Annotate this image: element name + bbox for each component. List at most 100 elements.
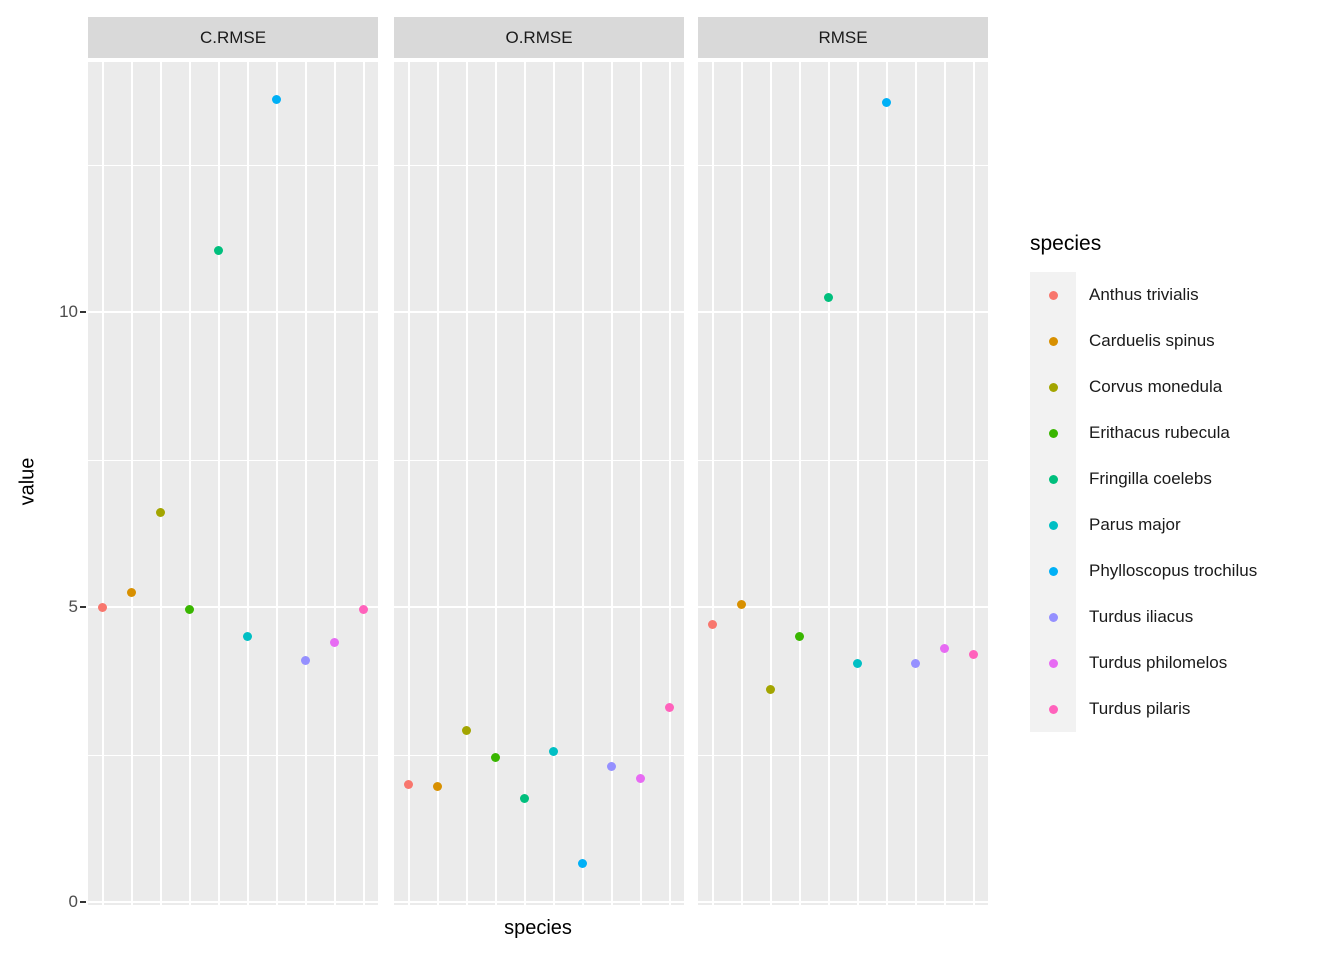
data-point [578,859,587,869]
legend-key [1030,640,1076,686]
gridline-category [740,62,743,905]
data-point [272,95,281,105]
gridline-major [88,901,378,903]
legend-label: Phylloscopus trochilus [1089,561,1258,580]
gridline-category [101,62,104,905]
legend-title: species [1030,232,1102,255]
gridline-minor [698,754,988,756]
gridline-category [972,62,975,905]
x-axis-title: species [504,917,572,939]
data-point [549,747,558,757]
legend-item: Turdus philomelos [1030,640,1330,686]
legend-swatch-icon [1048,704,1058,714]
legend-key [1030,548,1076,594]
data-point [156,508,165,518]
facet-panel [698,62,988,905]
facet-panel [394,62,684,905]
legend-item: Turdus iliacus [1030,594,1330,640]
legend-swatch-icon [1048,474,1058,484]
facet-strip: RMSE [698,17,988,58]
legend-label: Fringilla coelebs [1089,469,1212,488]
gridline-minor [394,164,684,166]
gridline-category [159,62,162,905]
legend-swatch-icon [1048,382,1058,392]
legend-key [1030,272,1076,318]
gridline-category [333,62,336,905]
legend-item: Corvus monedula [1030,364,1330,410]
data-point [636,773,645,783]
data-point [301,655,310,665]
legend-label: Turdus philomelos [1089,653,1228,672]
y-tick-label: 0 [68,892,78,911]
legend-label: Corvus monedula [1089,377,1223,396]
data-point [882,98,891,108]
legend-item: Erithacus rubecula [1030,410,1330,456]
data-point [404,779,413,789]
legend-key [1030,456,1076,502]
data-point [127,587,136,597]
gridline-category [275,62,278,905]
gridline-minor [698,164,988,166]
gridline-category [130,62,133,905]
legend-label: Erithacus rubecula [1089,423,1230,442]
y-tick-mark [80,311,86,313]
data-point [940,643,949,653]
legend-key [1030,686,1076,732]
legend-key [1030,594,1076,640]
data-point [969,649,978,659]
gridline-category [610,62,613,905]
data-point [359,605,368,615]
gridline-minor [88,754,378,756]
data-point [665,702,674,712]
gridline-major [698,901,988,903]
legend-label: Turdus pilaris [1089,699,1191,718]
facet-strip-label: C.RMSE [199,27,267,47]
gridline-category [552,62,555,905]
legend-items: Anthus trivialis Carduelis spinus Corvus m… [1030,272,1330,732]
gridline-major [698,311,988,313]
legend-label: Parus major [1089,515,1181,534]
legend-swatch-icon [1048,612,1058,622]
gridline-category [581,62,584,905]
data-point [462,726,471,736]
data-point [214,245,223,255]
legend-key [1030,502,1076,548]
gridline-category [304,62,307,905]
data-point [708,620,717,630]
legend-label: Turdus iliacus [1089,607,1194,626]
legend-key [1030,364,1076,410]
gridline-category [465,62,468,905]
gridline-minor [394,754,684,756]
data-point [330,637,339,647]
legend-item: Turdus pilaris [1030,686,1330,732]
gridline-category [798,62,801,905]
legend-item: Anthus trivialis [1030,272,1330,318]
legend-item: Fringilla coelebs [1030,456,1330,502]
gridline-category [362,62,365,905]
data-point [98,602,107,612]
y-tick-label: 10 [59,302,78,321]
data-point [737,599,746,609]
legend-label: Anthus trivialis [1089,285,1199,304]
facet-strip: O.RMSE [394,17,684,58]
data-point [911,658,920,668]
gridline-minor [698,459,988,461]
legend-item: Parus major [1030,502,1330,548]
gridline-category [436,62,439,905]
gridline-major [394,901,684,903]
gridline-minor [88,164,378,166]
gridline-major [394,606,684,608]
gridline-major [88,606,378,608]
legend-key [1030,410,1076,456]
legend-swatch-icon [1048,290,1058,300]
gridline-major [698,606,988,608]
gridline-category [943,62,946,905]
facet-strip: C.RMSE [88,17,378,58]
legend-swatch-icon [1048,428,1058,438]
gridline-category [494,62,497,905]
legend-swatch-icon [1048,520,1058,530]
gridline-category [217,62,220,905]
data-point [766,685,775,695]
gridline-category [914,62,917,905]
